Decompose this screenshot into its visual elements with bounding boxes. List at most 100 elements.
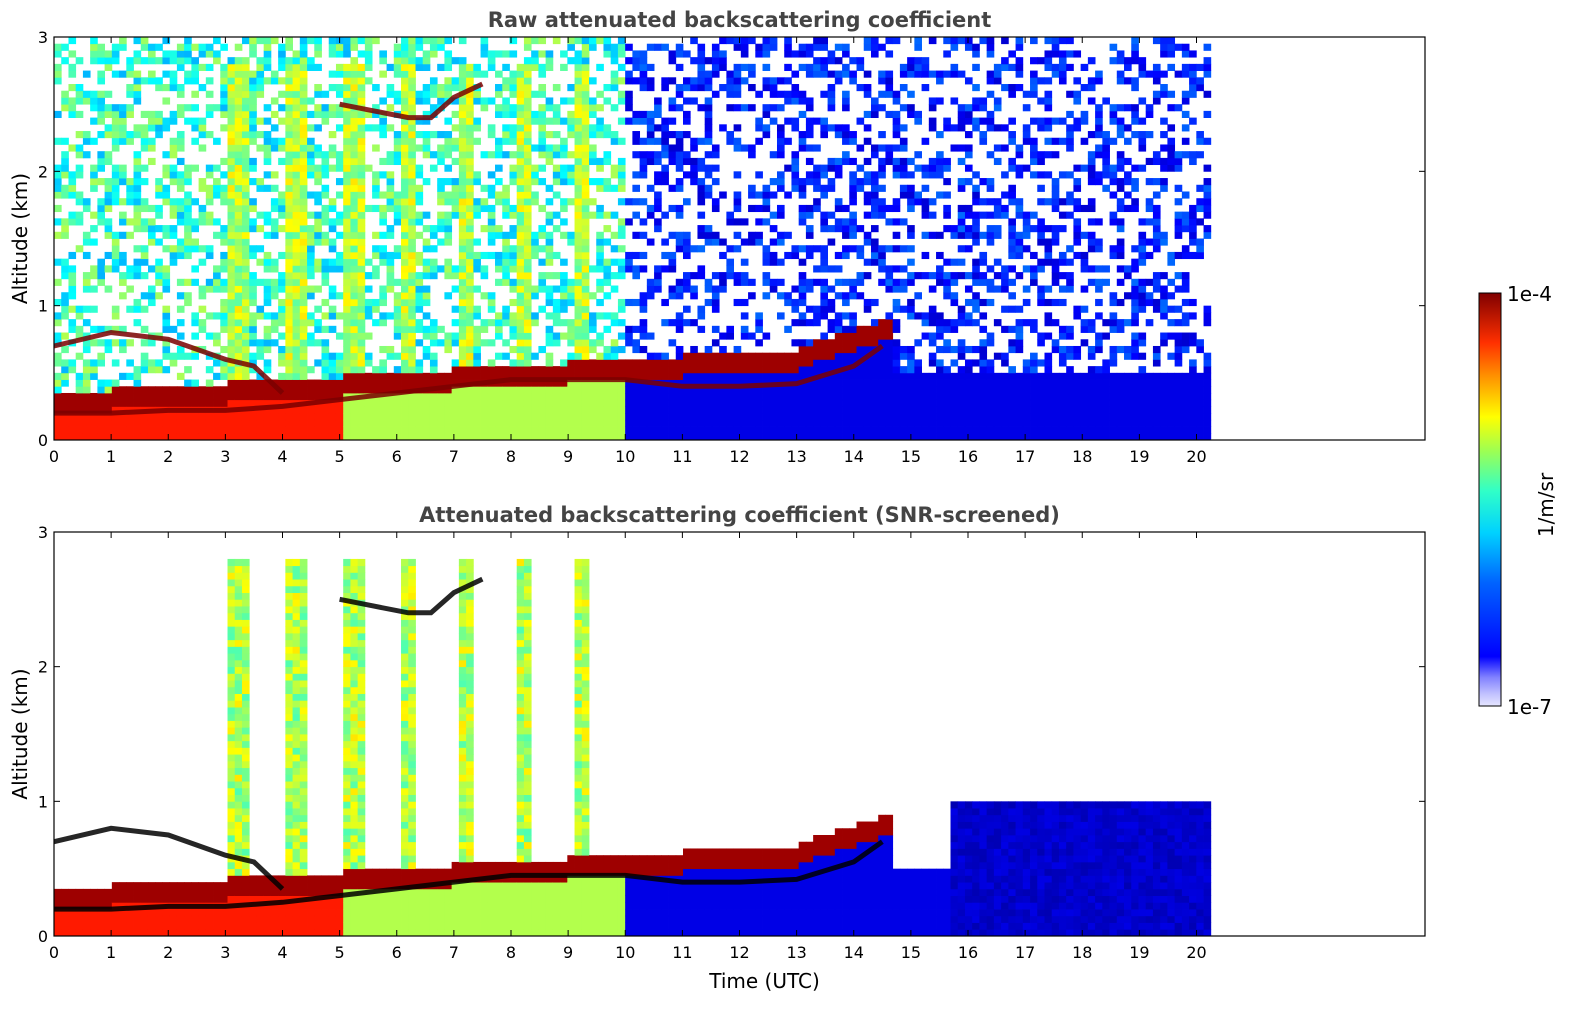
heatmap-cell [936,231,944,239]
heatmap-cell [350,70,359,78]
heatmap-cell [401,144,409,152]
heatmap-cell [270,218,279,226]
heatmap-cell [1001,419,1009,427]
heatmap-cell [393,372,402,380]
heatmap-cell [220,359,228,367]
heatmap-cell [885,379,894,387]
heatmap-cell [343,238,351,246]
heatmap-cell [538,379,547,387]
heatmap-cell [986,285,995,293]
heatmap-cell [169,325,178,333]
heatmap-cell [791,433,800,441]
heatmap-cell [205,245,214,253]
heatmap-cell [61,265,69,273]
heatmap-cell [769,37,778,45]
heatmap-cell [263,157,272,166]
heatmap-cell [957,352,966,360]
heatmap-cell [90,238,98,246]
heatmap-cell [581,178,590,186]
heatmap-cell [480,104,489,112]
heatmap-cell [567,151,575,159]
heatmap-cell [54,386,62,394]
heatmap-cell [104,57,113,65]
heatmap-cell [75,191,84,199]
heatmap-cell [314,63,322,71]
heatmap-cell [849,426,857,434]
heatmap-cell [220,231,228,239]
heatmap-cell [364,37,373,45]
heatmap-cell [610,366,619,374]
heatmap-cell [574,131,583,139]
heatmap-cell [466,245,474,253]
heatmap-cell [466,359,474,367]
heatmap-cell [654,366,662,374]
heatmap-cell [357,171,366,179]
heatmap-cell [104,204,113,213]
heatmap-cell [668,131,677,139]
heatmap-cell [140,305,149,313]
heatmap-cell [307,137,315,145]
heatmap-cell [307,251,315,260]
heatmap-cell [885,278,894,286]
heatmap-cell [690,419,698,427]
heatmap-cell [964,285,973,293]
heatmap-cell [675,352,684,360]
heatmap-cell [755,413,763,421]
heatmap-cell [950,379,959,387]
heatmap-cell [466,198,474,206]
heatmap-cell [805,386,814,394]
heatmap-cell [198,386,207,394]
heatmap-cell [791,298,800,307]
heatmap-cell [241,63,250,71]
heatmap-cell [849,406,857,414]
heatmap-cell [292,265,301,273]
heatmap-cell [263,184,272,192]
heatmap-cell [466,70,474,78]
heatmap-cell [408,285,416,293]
heatmap-cell [75,332,84,340]
heatmap-cell [328,399,337,407]
heatmap-cell [292,211,301,219]
heatmap-cell [610,70,619,78]
heatmap-cell [401,90,409,98]
heatmap-cell [408,238,416,246]
heatmap-cell [234,77,243,85]
heatmap-cell [567,178,575,186]
heatmap-cell [429,366,438,374]
heatmap-cell [169,198,178,206]
heatmap-cell [343,171,351,179]
heatmap-cell [625,77,633,85]
heatmap-cell [596,359,604,367]
heatmap-cell [111,70,120,78]
heatmap-cell [531,117,539,125]
heatmap-cell [726,419,735,427]
heatmap-cell [343,63,351,71]
heatmap-cell [849,178,857,186]
heatmap-cell [140,366,149,374]
heatmap-cell [632,366,641,374]
heatmap-cell [466,211,474,219]
heatmap-cell [314,386,322,394]
heatmap-cell [581,97,590,105]
heatmap-cell [234,413,243,421]
heatmap-cell [842,225,850,233]
heatmap-cell [68,211,77,219]
heatmap-cell [957,392,966,401]
heatmap-cell [444,191,453,199]
heatmap-cell [784,97,792,105]
heatmap-cell [516,379,525,387]
heatmap-cell [328,37,337,45]
heatmap-cell [979,426,988,434]
heatmap-cell [263,265,272,273]
heatmap-cell [299,43,308,51]
heatmap-cell [184,204,192,213]
heatmap-cell [458,204,467,213]
heatmap-cell [270,426,279,434]
heatmap-cell [928,399,937,407]
heatmap-cell [921,272,930,280]
heatmap-cell [227,191,236,199]
heatmap-cell [220,225,228,233]
heatmap-cell [169,57,178,65]
heatmap-cell [885,399,894,407]
heatmap-cell [111,379,120,387]
